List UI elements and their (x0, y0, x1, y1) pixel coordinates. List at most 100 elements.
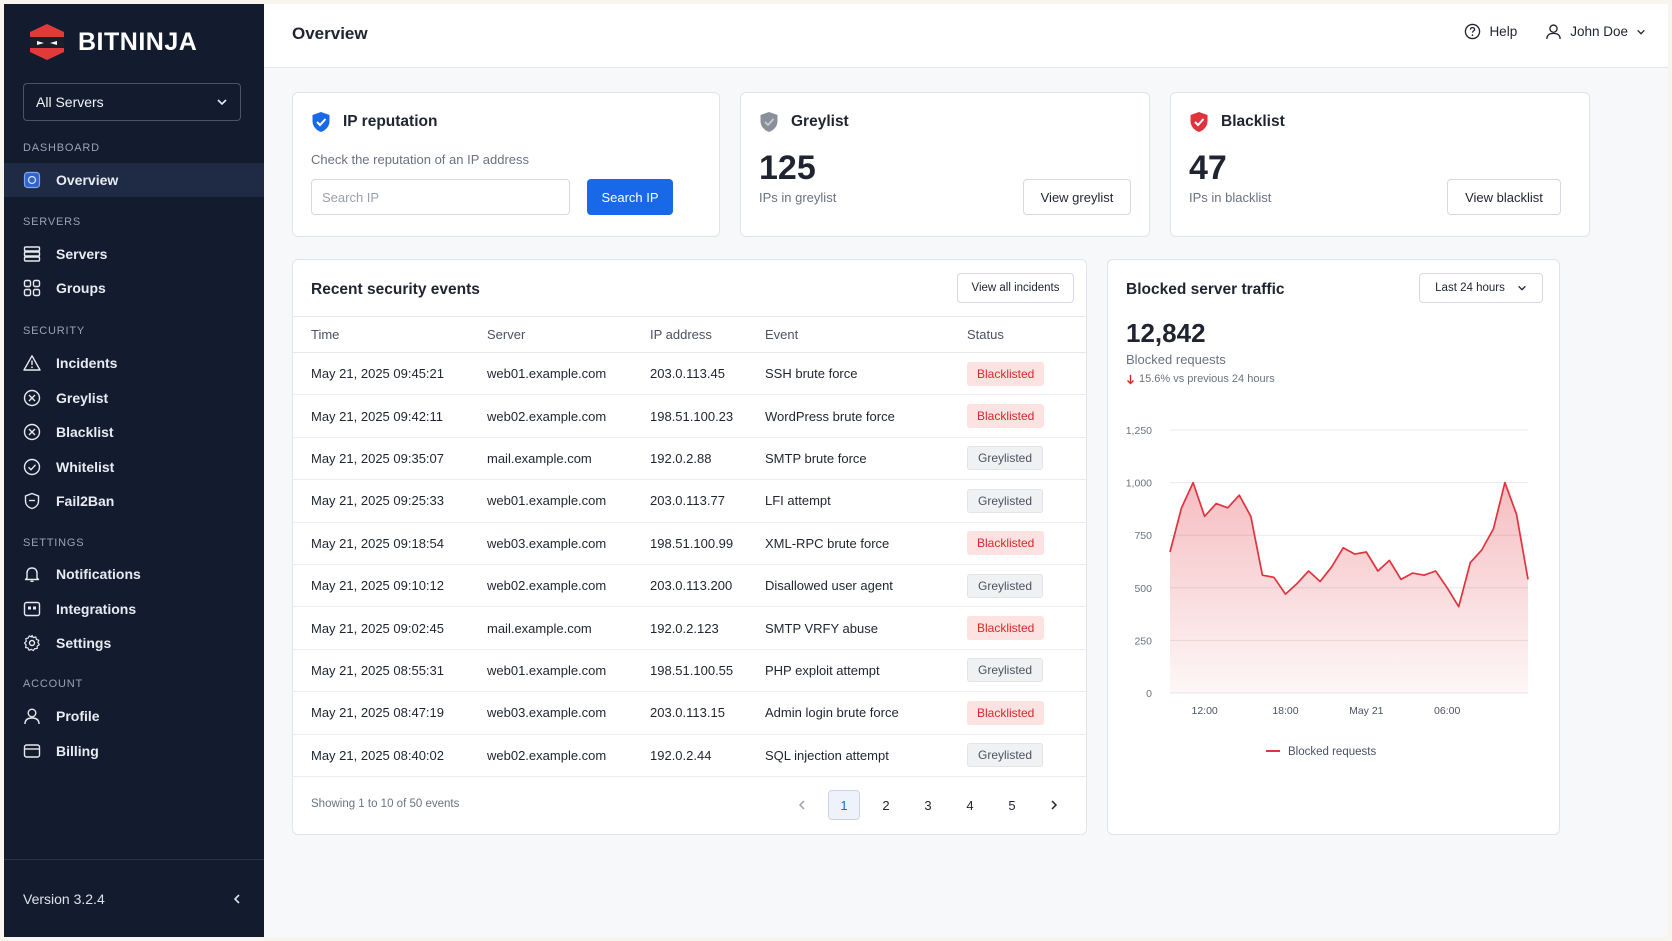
sidebar-item-label: Servers (56, 246, 108, 262)
user-icon (1546, 24, 1561, 40)
table-row[interactable]: May 21, 2025 09:35:07 mail.example.com 192… (293, 437, 1086, 481)
ip-reputation-subtitle: Check the reputation of an IP address (311, 152, 530, 167)
cell-time: May 21, 2025 09:35:07 (293, 437, 469, 481)
cell-time: May 21, 2025 09:25:33 (293, 479, 469, 523)
series-line (1169, 481, 1529, 608)
page-2-button[interactable]: 2 (882, 797, 890, 813)
column-header-event[interactable]: Event (747, 316, 949, 353)
cell-server: mail.example.com (469, 437, 632, 481)
search-ip-input[interactable] (311, 179, 570, 215)
table-row[interactable]: May 21, 2025 09:25:33 web01.example.com 20… (293, 479, 1086, 523)
table-row[interactable]: May 21, 2025 09:45:21 web01.example.com 20… (293, 352, 1086, 396)
page-1-button[interactable]: 1 (828, 790, 860, 820)
sidebar-item-incidents[interactable]: Incidents (4, 346, 264, 380)
cell-ip: 198.51.100.55 (632, 649, 747, 693)
page-3-button[interactable]: 3 (924, 797, 932, 813)
table-row[interactable]: May 21, 2025 09:18:54 web03.example.com 19… (293, 522, 1086, 565)
sidebar-item-billing[interactable]: Billing (4, 734, 264, 768)
status-badge: Blacklisted (967, 616, 1045, 641)
status-badge: Greylisted (967, 446, 1044, 471)
sidebar-item-greylist[interactable]: Greylist (4, 381, 264, 415)
table-row[interactable]: May 21, 2025 09:42:11 web02.example.com 19… (293, 394, 1086, 438)
next-page-button[interactable] (1038, 790, 1070, 820)
table-row[interactable]: May 21, 2025 09:10:12 web02.example.com 20… (293, 564, 1086, 608)
y-tick-label: 0 (1146, 688, 1152, 700)
sidebar-item-profile[interactable]: Profile (4, 699, 264, 733)
view-greylist-button[interactable]: View greylist (1023, 179, 1131, 215)
view-blacklist-button[interactable]: View blacklist (1447, 179, 1561, 215)
server-select[interactable]: All Servers (23, 83, 241, 121)
cell-event: PHP exploit attempt (747, 649, 949, 693)
pagination-summary: Showing 1 to 10 of 50 events (311, 798, 460, 810)
sidebar-item-overview[interactable]: Overview (4, 163, 264, 197)
column-header-time[interactable]: Time (293, 316, 469, 353)
search-ip-button[interactable]: Search IP (587, 179, 673, 215)
x-tick-label: 12:00 (1192, 705, 1218, 717)
greylist-count: 125 (759, 149, 816, 187)
sidebar-item-fail2ban[interactable]: Fail2Ban (4, 484, 264, 518)
cell-server: mail.example.com (469, 606, 632, 650)
table-row[interactable]: May 21, 2025 08:47:19 web03.example.com 20… (293, 691, 1086, 735)
sidebar-item-label: Overview (56, 172, 119, 188)
view-all-incidents-button[interactable]: View all incidents (957, 273, 1074, 303)
cell-status: Blacklisted (949, 352, 1086, 396)
cell-time: May 21, 2025 09:18:54 (293, 522, 469, 565)
table-row[interactable]: May 21, 2025 09:02:45 mail.example.com 192… (293, 606, 1086, 650)
cell-server: web02.example.com (469, 564, 632, 608)
blacklist-title: Blacklist (1189, 111, 1285, 133)
sidebar-item-label: Billing (56, 743, 99, 759)
page-5-button[interactable]: 5 (1008, 797, 1016, 813)
page-4-button[interactable]: 4 (966, 797, 974, 813)
chevron-right-icon (1051, 800, 1058, 810)
user-menu[interactable]: John Doe (1545, 23, 1646, 40)
sidebar-item-settings[interactable]: Settings (4, 626, 264, 660)
cell-ip: 203.0.113.200 (632, 564, 747, 608)
status-badge: Blacklisted (967, 700, 1045, 725)
credit-card-icon (23, 744, 41, 758)
change-indicator: 15.6% vs previous 24 hours (1126, 373, 1275, 385)
cell-ip: 203.0.113.15 (632, 691, 747, 735)
nav-section-dashboard: DASHBOARD (23, 142, 100, 154)
nav-section-security: SECURITY (23, 325, 86, 337)
collapse-sidebar-icon[interactable] (230, 892, 244, 906)
brand-name: BITNINJA (78, 27, 198, 56)
status-badge: Greylisted (967, 573, 1044, 598)
ip-reputation-card: IP reputation Check the reputation of an… (292, 92, 720, 237)
sidebar-item-blacklist[interactable]: Blacklist (4, 415, 264, 449)
blocked-total-label: Blocked requests (1126, 352, 1226, 367)
sidebar-item-servers[interactable]: Servers (4, 237, 264, 271)
cell-ip: 203.0.113.77 (632, 479, 747, 523)
sidebar-item-notifications[interactable]: Notifications (4, 557, 264, 591)
cell-ip: 198.51.100.99 (632, 522, 747, 565)
sidebar-item-whitelist[interactable]: Whitelist (4, 450, 264, 484)
bell-icon (24, 567, 40, 582)
blacklist-count: 47 (1189, 149, 1227, 187)
time-range-select[interactable]: Last 24 hours (1419, 273, 1543, 303)
cell-ip: 192.0.2.123 (632, 606, 747, 650)
nav-section-servers: SERVERS (23, 216, 81, 228)
help-button[interactable]: Help (1464, 23, 1517, 40)
help-label: Help (1489, 24, 1518, 39)
column-header-server[interactable]: Server (469, 316, 632, 353)
ip-reputation-title-text: IP reputation (343, 113, 438, 130)
chevron-down-icon (217, 99, 227, 106)
version-label: Version 3.2.4 (23, 890, 105, 907)
brand[interactable]: BITNINJA (26, 22, 197, 62)
cell-time: May 21, 2025 09:10:12 (293, 564, 469, 608)
sidebar-item-integrations[interactable]: Integrations (4, 592, 264, 626)
status-badge: Greylisted (967, 488, 1044, 513)
integrations-icon (23, 601, 41, 617)
events-table: Time Server IP address Event Status May … (293, 316, 1086, 777)
ninja-logo-icon (30, 24, 64, 60)
y-tick-label: 250 (1134, 635, 1152, 647)
sidebar-item-groups[interactable]: Groups (4, 271, 264, 305)
cell-ip: 203.0.113.45 (632, 352, 747, 396)
prev-page-button[interactable] (786, 790, 818, 820)
table-row[interactable]: May 21, 2025 08:40:02 web02.example.com 19… (293, 734, 1086, 777)
sidebar-footer: Version 3.2.4 (4, 859, 264, 937)
column-header-status[interactable]: Status (949, 316, 1086, 353)
column-header-ip[interactable]: IP address (632, 316, 747, 353)
sidebar-item-label: Profile (56, 708, 100, 724)
cell-status: Greylisted (949, 649, 1086, 693)
table-row[interactable]: May 21, 2025 08:55:31 web01.example.com 19… (293, 649, 1086, 693)
